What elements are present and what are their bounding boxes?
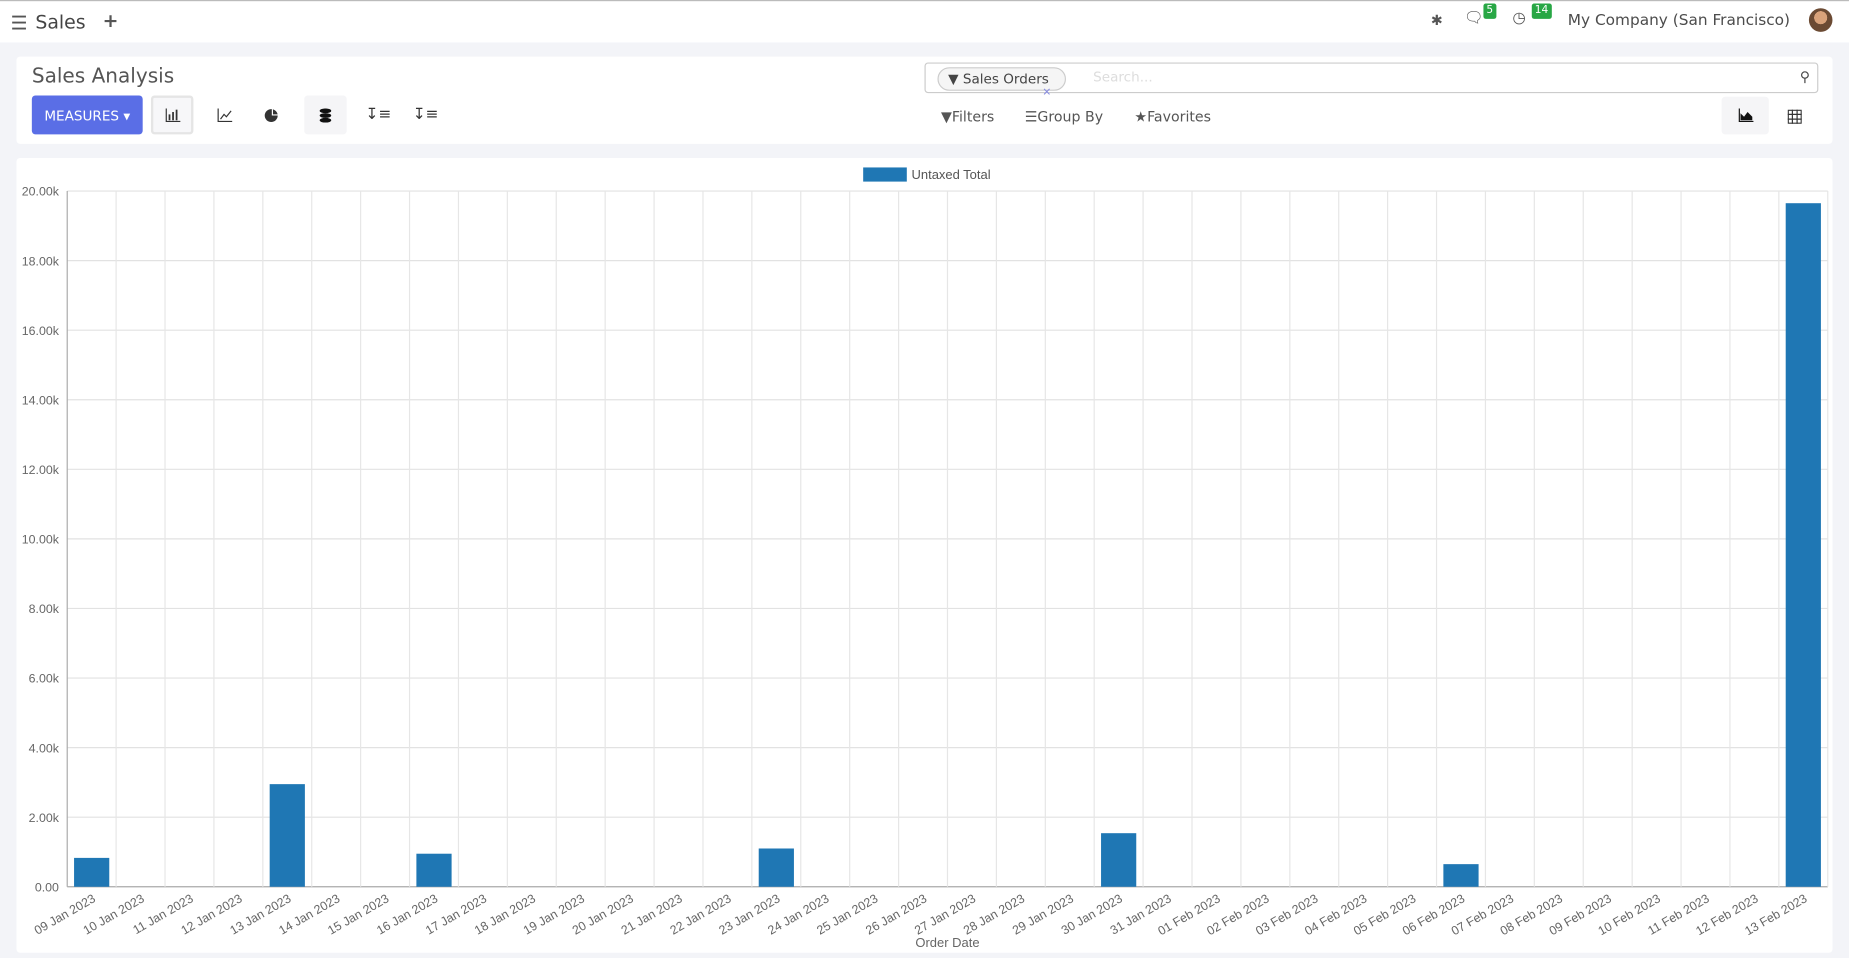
y-tick-label: 12.00k: [22, 463, 60, 477]
search-bar: ▼ Sales Orders ✕ ⚲: [924, 62, 1819, 98]
favorites-button[interactable]: ★Favorites: [1134, 108, 1211, 125]
graph-view-button[interactable]: [1721, 96, 1769, 135]
search-input[interactable]: [1090, 67, 1780, 87]
filters-label: Filters: [951, 108, 995, 125]
x-axis-label: Order Date: [915, 935, 979, 950]
legend-label: Untaxed Total: [912, 167, 991, 182]
messages-badge: 5: [1482, 2, 1497, 19]
plus-icon[interactable]: +: [102, 9, 119, 32]
bar: [1443, 864, 1479, 887]
pie-chart-icon: [264, 108, 279, 122]
bar-chart: 0.00 2.00k 4.00k 6.00k 8.00k 10.00k 12.00k 14.0…: [22, 167, 1829, 950]
chat-icon: 🗨: [1464, 8, 1482, 27]
caret-down-icon: ▾: [123, 106, 131, 124]
pie-chart-button[interactable]: [250, 96, 292, 135]
measures-button[interactable]: MEASURES ▾: [31, 95, 143, 135]
star-icon: ★: [1134, 108, 1148, 125]
y-tick-label: 20.00k: [22, 185, 60, 199]
table-icon: [1787, 109, 1802, 124]
sort-ascending-icon: ↧≡: [412, 106, 439, 124]
bar: [758, 848, 794, 887]
facet-label: Sales Orders: [962, 70, 1049, 88]
bar: [1101, 833, 1137, 887]
filter-icon: ▼: [941, 108, 952, 125]
area-chart-icon: [1738, 108, 1753, 123]
group-by-label: Group By: [1037, 108, 1104, 125]
messages-button[interactable]: 🗨 5: [1464, 2, 1497, 31]
stacked-button[interactable]: [304, 95, 347, 135]
control-panel: Sales Analysis MEASURES ▾ ↧≡ ↧≡ ▼ Sales …: [16, 56, 1833, 144]
filter-icon: ▼: [948, 70, 959, 88]
layers-icon: ☰: [1024, 108, 1038, 125]
activities-badge: 14: [1531, 2, 1552, 19]
activities-button[interactable]: ◷ 14: [1512, 2, 1552, 31]
database-icon: [319, 107, 332, 123]
y-tick-label: 16.00k: [22, 324, 60, 338]
filters-button[interactable]: ▼Filters: [941, 108, 994, 125]
pivot-view-button[interactable]: [1774, 97, 1816, 136]
group-by-button[interactable]: ☰Group By: [1025, 108, 1103, 125]
y-tick-label: 6.00k: [29, 672, 60, 686]
company-switcher[interactable]: My Company (San Francisco): [1567, 11, 1791, 29]
line-chart-icon: [216, 107, 232, 122]
app-name[interactable]: Sales: [35, 10, 86, 34]
page-title: Sales Analysis: [31, 64, 175, 89]
search-facet[interactable]: ▼ Sales Orders: [937, 67, 1067, 91]
sort-descending-icon: ↧≡: [365, 106, 392, 124]
y-tick-label: 8.00k: [29, 602, 60, 616]
bar-chart-button[interactable]: [150, 95, 194, 135]
bar: [1785, 203, 1821, 887]
line-chart-button[interactable]: [203, 96, 245, 135]
y-tick-label: 4.00k: [29, 741, 60, 755]
search-icon[interactable]: ⚲: [1799, 68, 1811, 85]
y-tick-label: 10.00k: [22, 533, 60, 547]
debug-icon[interactable]: ✱: [1430, 11, 1443, 29]
bar-chart-icon: [165, 107, 180, 122]
sort-ascending-button[interactable]: ↧≡: [404, 96, 446, 135]
bar: [74, 857, 110, 887]
menu-icon[interactable]: ☰: [10, 11, 28, 35]
remove-facet-icon[interactable]: ✕: [1042, 87, 1052, 100]
y-tick-label: 2.00k: [29, 811, 60, 825]
measures-label: MEASURES: [44, 106, 120, 124]
avatar[interactable]: [1808, 8, 1833, 32]
y-tick-label: 18.00k: [22, 254, 60, 268]
y-tick-label: 14.00k: [22, 393, 60, 407]
bar: [416, 853, 452, 887]
bar: [269, 784, 305, 887]
legend-swatch: [863, 167, 907, 182]
clock-icon: ◷: [1512, 8, 1526, 27]
top-navbar: ☰ Sales + ✱ 🗨 5 ◷ 14 My Company (San Fra…: [0, 0, 1849, 43]
sort-descending-button[interactable]: ↧≡: [357, 96, 399, 135]
y-tick-label: 0.00: [35, 880, 59, 894]
chart-card: 0.00 2.00k 4.00k 6.00k 8.00k 10.00k 12.00k 14.0…: [16, 158, 1833, 953]
favorites-label: Favorites: [1147, 108, 1212, 125]
